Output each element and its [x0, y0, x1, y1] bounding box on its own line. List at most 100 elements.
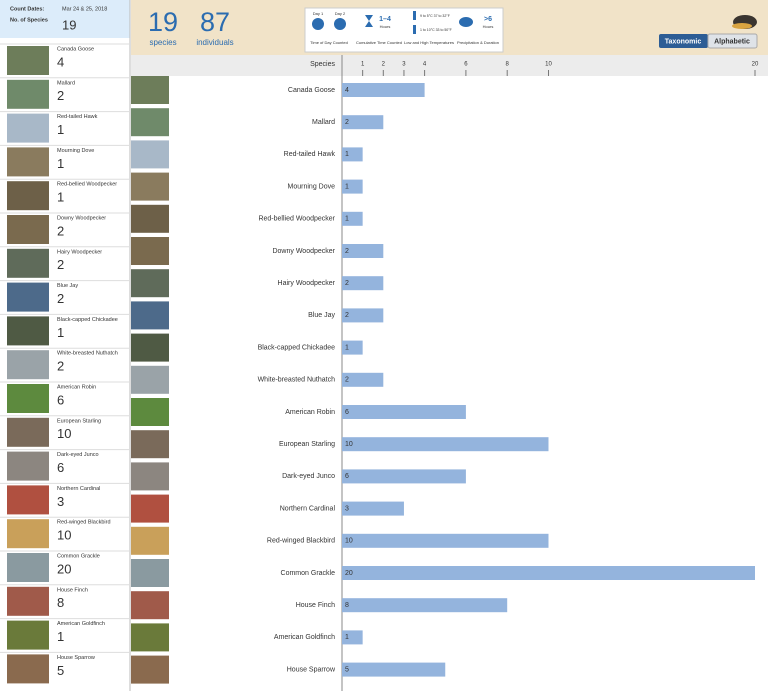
bar	[342, 662, 446, 677]
value-label: 1	[345, 151, 349, 158]
y-tick-label: White-breasted Nuthatch	[258, 377, 336, 384]
species-count: 1	[57, 122, 64, 137]
y-tick-label: Hairy Woodpecker	[278, 280, 336, 287]
bird-photo	[131, 204, 169, 233]
stat-unit: Hours	[380, 24, 391, 29]
bar	[342, 372, 384, 387]
species-count: 20	[57, 561, 71, 576]
y-tick-label: Black-capped Chickadee	[258, 344, 336, 351]
species-count: 2	[57, 88, 64, 103]
value-label: 8	[345, 602, 349, 609]
logo-icon-base	[732, 23, 752, 29]
value-label: 10	[345, 538, 353, 545]
y-tick-label: Downy Woodpecker	[272, 248, 335, 255]
value-label: 2	[345, 377, 349, 384]
species-total-label: species	[149, 38, 176, 47]
y-tick-label: Red-tailed Hawk	[284, 151, 336, 158]
species-count: 10	[57, 528, 71, 543]
species-count: 4	[57, 54, 64, 69]
value-label: 6	[345, 409, 349, 416]
y-tick-label: Red-bellied Woodpecker	[258, 216, 335, 223]
bar	[342, 630, 363, 645]
bar	[342, 179, 363, 194]
species-count: 1	[57, 629, 64, 644]
bird-photo	[131, 172, 169, 201]
value-label: 2	[345, 312, 349, 319]
x-tick-label: 10	[545, 62, 552, 68]
cloud-icon	[459, 17, 473, 27]
temp-value: 9 to 5°C 37 to 32°F	[420, 14, 450, 18]
species-name: American Robin	[57, 384, 96, 390]
bar	[342, 501, 404, 516]
species-name: House Sparrow	[57, 655, 95, 661]
day-icon	[312, 18, 324, 30]
bird-photo	[131, 591, 169, 620]
species-count: 3	[57, 494, 64, 509]
x-tick-label: 6	[464, 62, 468, 68]
bird-photo	[7, 350, 49, 380]
species-name: Common Grackle	[57, 553, 100, 559]
species-name: Blue Jay	[57, 283, 78, 289]
stat-value: >6	[484, 16, 492, 23]
stat-unit: Hours	[483, 24, 494, 29]
bird-photo	[131, 494, 169, 523]
y-tick-label: Northern Cardinal	[280, 505, 336, 512]
species-name: Hairy Woodpecker	[57, 249, 102, 255]
sort-button-label[interactable]: Alphabetic	[714, 38, 750, 45]
bar	[342, 147, 363, 162]
species-name: Dark-eyed Junco	[57, 452, 99, 458]
species-name: American Goldfinch	[57, 621, 105, 627]
axis-title: Species	[310, 61, 335, 68]
bird-photo	[131, 301, 169, 330]
stat-label: Low and High Temperatures	[404, 40, 454, 45]
sort-button[interactable]	[659, 34, 708, 48]
species-name: White-breasted Nuthatch	[57, 351, 118, 357]
bird-photo	[7, 620, 49, 650]
species-count: 1	[57, 190, 64, 205]
dates-label: Count Dates:	[10, 6, 44, 12]
sort-button[interactable]	[707, 33, 758, 49]
bird-photo	[131, 398, 169, 426]
bird-photo	[7, 384, 49, 413]
value-label: 2	[345, 119, 349, 126]
value-label: 2	[345, 280, 349, 287]
bar	[342, 83, 425, 97]
species-name: European Starling	[57, 418, 101, 424]
bar	[342, 244, 384, 258]
bird-photo	[7, 46, 49, 75]
value-label: 1	[345, 634, 349, 641]
bird-photo	[131, 365, 169, 394]
bird-photo	[131, 333, 169, 362]
species-name: House Finch	[57, 587, 88, 593]
individuals-total: 87	[200, 7, 230, 37]
species-count: 6	[57, 392, 64, 407]
sort-button-label[interactable]: Taxonomic	[665, 38, 702, 45]
bar	[342, 211, 363, 226]
bird-photo	[7, 519, 49, 549]
species-count: 19	[62, 17, 76, 32]
bird-photo	[7, 316, 49, 346]
value-label: 10	[345, 441, 353, 448]
value-label: 20	[345, 570, 353, 577]
y-tick-label: European Starling	[279, 441, 335, 448]
y-tick-label: Blue Jay	[308, 312, 335, 319]
bird-photo	[131, 237, 169, 265]
bar	[342, 340, 363, 355]
species-label: No. of Species	[10, 17, 48, 23]
y-tick-label: Mallard	[312, 119, 335, 126]
bar	[342, 469, 466, 484]
stat-label: Cumulative Time Counted	[356, 40, 402, 45]
stat-value: 1–4	[379, 16, 391, 23]
y-tick-label: House Sparrow	[287, 666, 336, 673]
x-tick-label: 2	[382, 62, 386, 68]
day-icon	[334, 18, 346, 30]
bar	[342, 598, 508, 613]
species-name: Mourning Dove	[57, 148, 94, 154]
bird-photo	[131, 623, 169, 652]
bird-photo	[7, 215, 49, 244]
x-tick-label: 4	[423, 62, 427, 68]
bird-photo	[7, 181, 49, 211]
species-name: Canada Goose	[57, 46, 94, 52]
species-name: Red-bellied Woodpecker	[57, 182, 117, 188]
y-tick-label: Dark-eyed Junco	[282, 473, 335, 480]
